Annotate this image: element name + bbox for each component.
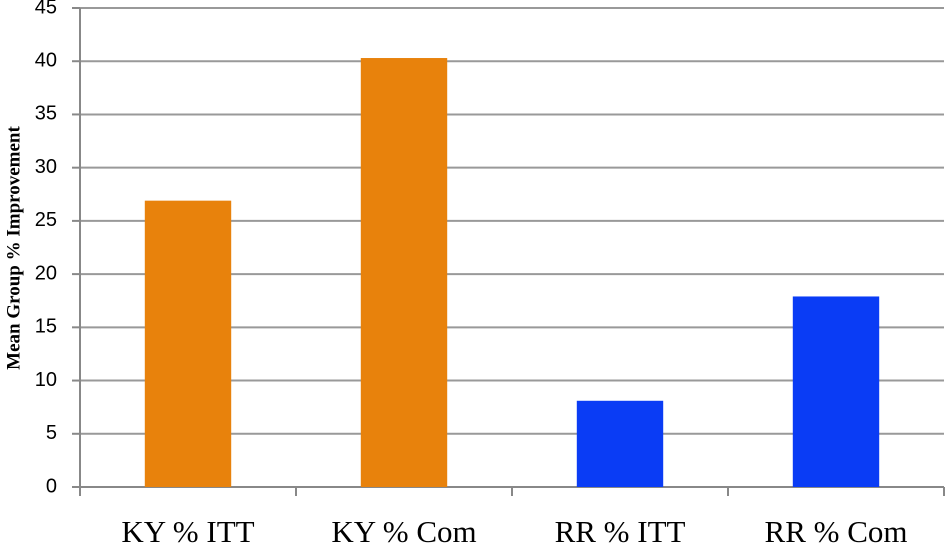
bar [144,200,232,488]
x-tick-label: KY % Com [331,514,476,548]
y-tick-label: 0 [46,475,57,497]
x-tick-label: KY % ITT [121,514,254,548]
y-tick-label: 45 [35,0,57,18]
bar [576,400,664,487]
y-axis-title: Mean Group % Improvement [3,126,24,370]
bar [792,296,880,487]
x-tick-label: RR % ITT [555,514,686,548]
y-tick-label: 15 [35,316,57,338]
y-tick-label: 40 [35,50,57,72]
y-tick-label: 25 [35,209,57,231]
y-tick-label: 10 [35,369,57,391]
y-tick-label: 20 [35,262,57,284]
y-tick-label: 35 [35,103,57,125]
y-tick-label: 30 [35,156,57,178]
bar [360,58,448,487]
y-tick-label: 5 [46,422,57,444]
x-tick-label: RR % Com [765,514,908,548]
